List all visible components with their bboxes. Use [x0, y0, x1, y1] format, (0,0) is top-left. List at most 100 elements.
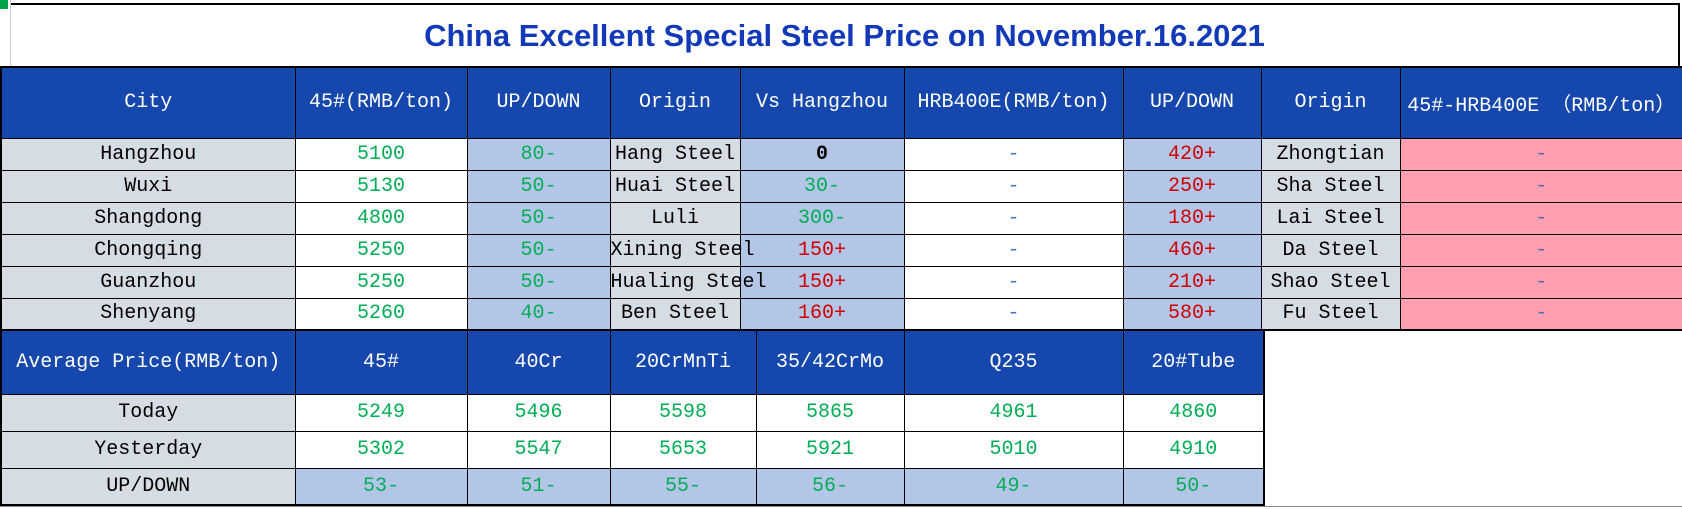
diff-45-hrb400e-cell: -	[1399, 169, 1682, 203]
header-grade-q235: Q235	[903, 329, 1124, 395]
vs-hangzhou-cell: 150+	[739, 233, 905, 267]
diff-45-hrb400e-cell: -	[1399, 233, 1682, 267]
average-price-table: Average Price(RMB/ton) 45# 40Cr 20CrMnTi…	[0, 329, 1265, 506]
header-vs-hangzhou: Vs Hangzhou	[739, 66, 905, 139]
average-row-today: Today 5249 5496 5598 5865 4961 4860	[0, 393, 1265, 432]
avg-value-cell: 5010	[903, 430, 1124, 469]
price-45-cell: 5130	[294, 169, 468, 203]
origin-45-cell: Hang Steel	[609, 137, 741, 171]
updown-hrb400e-cell: 460+	[1122, 233, 1262, 267]
header-updown-45: UP/DOWN	[466, 66, 611, 139]
price-row-wuxi: Wuxi 5130 50- Huai Steel 30- - 250+ Sha …	[0, 169, 1682, 203]
header-grade-20crmnti: 20CrMnTi	[609, 329, 757, 395]
price-45-cell: 5100	[294, 137, 468, 171]
hrb400e-price-cell: -	[903, 169, 1124, 203]
header-grade-3542crmo: 35/42CrMo	[755, 329, 905, 395]
city-cell: Shenyang	[0, 297, 296, 331]
header-grade-20tube: 20#Tube	[1122, 329, 1265, 395]
updown-hrb400e-cell: 180+	[1122, 201, 1262, 235]
diff-45-hrb400e-cell: -	[1399, 201, 1682, 235]
city-cell: Hangzhou	[0, 137, 296, 171]
hrb400e-price-cell: -	[903, 201, 1124, 235]
hrb400e-price-cell: -	[903, 233, 1124, 267]
avg-value-cell: 5302	[294, 430, 468, 469]
diff-45-hrb400e-cell: -	[1399, 265, 1682, 299]
page-title: China Excellent Special Steel Price on N…	[424, 17, 1265, 53]
row-label: Today	[0, 393, 296, 432]
avg-updown-cell: 55-	[609, 467, 757, 506]
updown-45-cell: 40-	[466, 297, 611, 331]
hrb400e-price-cell: -	[903, 137, 1124, 171]
city-price-table: City 45#(RMB/ton) UP/DOWN Origin Vs Hang…	[0, 66, 1682, 331]
avg-value-cell: 4860	[1122, 393, 1265, 432]
column-gridline	[10, 0, 11, 66]
vs-hangzhou-cell: 300-	[739, 201, 905, 235]
origin-45-cell: Ben Steel	[609, 297, 741, 331]
avg-value-cell: 4910	[1122, 430, 1265, 469]
avg-value-cell: 5921	[755, 430, 905, 469]
avg-value-cell: 5653	[609, 430, 757, 469]
price-row-shangdong: Shangdong 4800 50- Luli 300- - 180+ Lai …	[0, 201, 1682, 235]
avg-value-cell: 4961	[903, 393, 1124, 432]
origin-hrb400e-cell: Shao Steel	[1260, 265, 1401, 299]
updown-hrb400e-cell: 580+	[1122, 297, 1262, 331]
avg-value-cell: 5547	[466, 430, 611, 469]
avg-updown-cell: 49-	[903, 467, 1124, 506]
hrb400e-price-cell: -	[903, 265, 1124, 299]
average-table-header-row: Average Price(RMB/ton) 45# 40Cr 20CrMnTi…	[0, 329, 1265, 395]
updown-45-cell: 50-	[466, 233, 611, 267]
origin-hrb400e-cell: Da Steel	[1260, 233, 1401, 267]
updown-45-cell: 80-	[466, 137, 611, 171]
updown-hrb400e-cell: 420+	[1122, 137, 1262, 171]
avg-updown-cell: 51-	[466, 467, 611, 506]
origin-hrb400e-cell: Lai Steel	[1260, 201, 1401, 235]
row-label: Yesterday	[0, 430, 296, 469]
header-average-price-label: Average Price(RMB/ton)	[0, 329, 296, 395]
hrb400e-price-cell: -	[903, 297, 1124, 331]
header-city: City	[0, 66, 296, 139]
average-row-yesterday: Yesterday 5302 5547 5653 5921 5010 4910	[0, 430, 1265, 469]
avg-value-cell: 5865	[755, 393, 905, 432]
updown-hrb400e-cell: 210+	[1122, 265, 1262, 299]
vs-hangzhou-cell: 150+	[739, 265, 905, 299]
price-row-chongqing: Chongqing 5250 50- Xining Steel 150+ - 4…	[0, 233, 1682, 267]
price-table-header-row: City 45#(RMB/ton) UP/DOWN Origin Vs Hang…	[0, 66, 1682, 139]
price-row-guanzhou: Guanzhou 5250 50- Hualing Steel 150+ - 2…	[0, 265, 1682, 299]
updown-45-cell: 50-	[466, 169, 611, 203]
avg-updown-cell: 53-	[294, 467, 468, 506]
price-row-shenyang: Shenyang 5260 40- Ben Steel 160+ - 580+ …	[0, 297, 1682, 331]
city-cell: Guanzhou	[0, 265, 296, 299]
origin-45-cell: Hualing Steel	[609, 265, 767, 299]
city-cell: Wuxi	[0, 169, 296, 203]
updown-45-cell: 50-	[466, 265, 611, 299]
diff-45-hrb400e-cell: -	[1399, 297, 1682, 331]
city-cell: Chongqing	[0, 233, 296, 267]
avg-updown-cell: 50-	[1122, 467, 1265, 506]
avg-value-cell: 5598	[609, 393, 757, 432]
header-grade-40cr: 40Cr	[466, 329, 611, 395]
header-origin-45: Origin	[609, 66, 741, 139]
sheet-corner-marker	[0, 0, 8, 9]
header-45-minus-hrb400e: 45#-HRB400E （RMB/ton）	[1399, 66, 1682, 139]
avg-updown-cell: 56-	[755, 467, 905, 506]
header-45-price: 45#(RMB/ton)	[294, 66, 468, 139]
bottom-gridline	[0, 506, 1682, 507]
title-box: China Excellent Special Steel Price on N…	[11, 3, 1680, 66]
price-45-cell: 5250	[294, 233, 468, 267]
price-45-cell: 5260	[294, 297, 468, 331]
city-cell: Shangdong	[0, 201, 296, 235]
avg-value-cell: 5496	[466, 393, 611, 432]
origin-hrb400e-cell: Sha Steel	[1260, 169, 1401, 203]
origin-45-cell: Xining Steel	[609, 233, 755, 267]
origin-hrb400e-cell: Zhongtian	[1260, 137, 1401, 171]
diff-45-hrb400e-cell: -	[1399, 137, 1682, 171]
updown-45-cell: 50-	[466, 201, 611, 235]
average-row-updown: UP/DOWN 53- 51- 55- 56- 49- 50-	[0, 467, 1265, 506]
header-hrb400e-price: HRB400E(RMB/ton)	[903, 66, 1124, 139]
header-origin-hrb400e: Origin	[1260, 66, 1401, 139]
price-45-cell: 5250	[294, 265, 468, 299]
origin-hrb400e-cell: Fu Steel	[1260, 297, 1401, 331]
row-label: UP/DOWN	[0, 467, 296, 506]
header-updown-hrb400e: UP/DOWN	[1122, 66, 1262, 139]
